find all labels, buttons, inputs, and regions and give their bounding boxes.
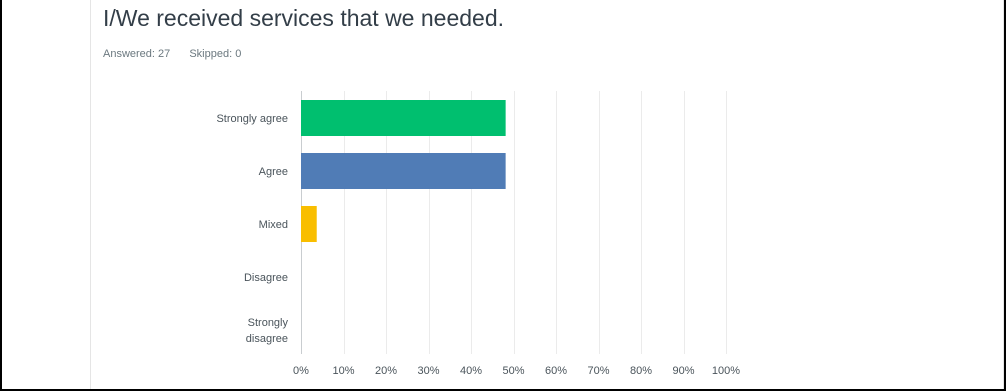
question-panel bbox=[90, 0, 1004, 389]
category-label: Agree bbox=[259, 166, 288, 178]
x-tick-label: 60% bbox=[545, 365, 567, 377]
answered-count: Answered: 27 bbox=[103, 48, 171, 60]
bar[interactable] bbox=[301, 100, 506, 136]
category-label: Strongly agree bbox=[216, 113, 288, 125]
bar[interactable] bbox=[301, 153, 506, 189]
x-tick-label: 90% bbox=[672, 365, 694, 377]
skipped-count: Skipped: 0 bbox=[189, 48, 242, 60]
x-tick-label: 80% bbox=[630, 365, 652, 377]
category-label: Strongly disagree bbox=[246, 317, 289, 345]
response-stats: Answered: 27 Skipped: 0 bbox=[103, 46, 257, 62]
bar[interactable] bbox=[301, 206, 317, 242]
x-tick-label: 10% bbox=[332, 365, 354, 377]
x-tick-label: 20% bbox=[375, 365, 397, 377]
x-tick-label: 40% bbox=[460, 365, 482, 377]
x-tick-label: 30% bbox=[417, 365, 439, 377]
x-tick-label: 100% bbox=[712, 365, 740, 377]
x-axis-ticks: 0% 10% 20% 30% 40% 50% 60% 70% 80% 90% 100% bbox=[293, 365, 740, 377]
question-title: I/We received services that we needed. bbox=[103, 5, 505, 31]
x-tick-label: 50% bbox=[502, 365, 524, 377]
x-tick-label: 70% bbox=[587, 365, 609, 377]
category-label: Mixed bbox=[259, 219, 288, 231]
category-label: Disagree bbox=[244, 272, 288, 284]
category-labels: Strongly agree Agree Mixed Disagree Strongly… bbox=[216, 113, 288, 345]
bars bbox=[301, 100, 506, 242]
x-tick-label: 0% bbox=[293, 365, 309, 377]
